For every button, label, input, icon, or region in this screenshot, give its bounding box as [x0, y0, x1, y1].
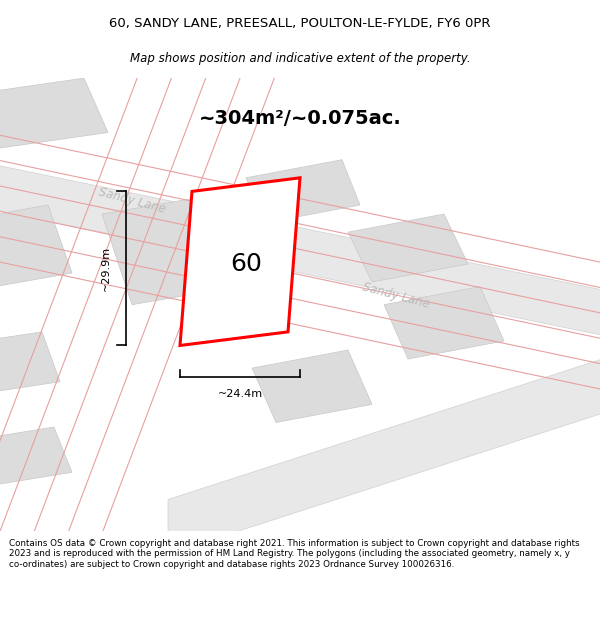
Polygon shape	[246, 159, 360, 223]
Polygon shape	[0, 205, 72, 291]
Polygon shape	[384, 286, 504, 359]
Polygon shape	[0, 78, 108, 151]
Text: Contains OS data © Crown copyright and database right 2021. This information is : Contains OS data © Crown copyright and d…	[9, 539, 580, 569]
Text: 60, SANDY LANE, PREESALL, POULTON-LE-FYLDE, FY6 0PR: 60, SANDY LANE, PREESALL, POULTON-LE-FYL…	[109, 17, 491, 30]
Polygon shape	[0, 427, 72, 486]
Text: 60: 60	[230, 252, 262, 276]
Text: ~304m²/~0.075ac.: ~304m²/~0.075ac.	[199, 109, 401, 128]
Text: Map shows position and indicative extent of the property.: Map shows position and indicative extent…	[130, 52, 470, 65]
Text: ~29.9m: ~29.9m	[101, 246, 111, 291]
Text: Sandy Lane: Sandy Lane	[361, 281, 431, 311]
Polygon shape	[102, 191, 264, 304]
Polygon shape	[180, 177, 300, 346]
Polygon shape	[252, 350, 372, 423]
Polygon shape	[0, 159, 600, 341]
Polygon shape	[168, 350, 600, 554]
Text: Sandy Lane: Sandy Lane	[97, 185, 167, 216]
Polygon shape	[348, 214, 468, 282]
Text: ~24.4m: ~24.4m	[217, 389, 263, 399]
Polygon shape	[0, 332, 60, 396]
